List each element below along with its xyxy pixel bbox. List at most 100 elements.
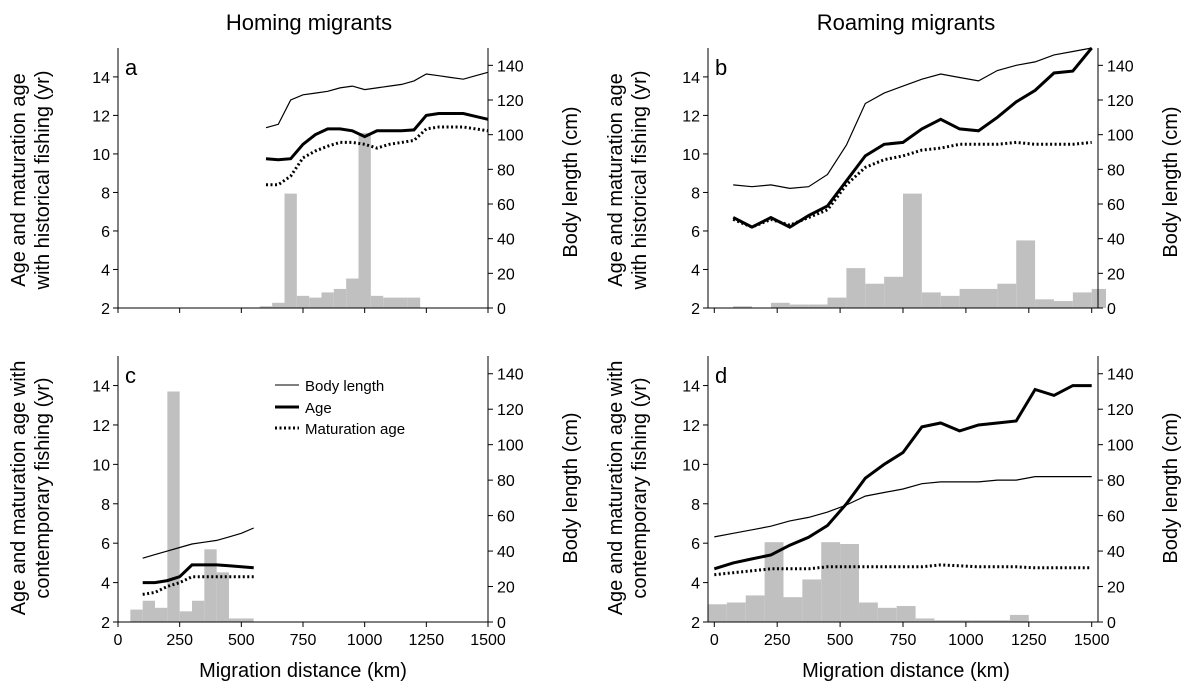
ytick-left-label-c: 2	[101, 615, 110, 632]
right-ylabel-d: Body length (cm)	[1160, 412, 1182, 563]
bar-c-9	[241, 618, 254, 622]
xlabel-right: Migration distance (km)	[802, 660, 1010, 682]
ytick-right-label-c: 60	[497, 509, 515, 526]
bar-d-1	[726, 602, 746, 622]
xtick-label-d: 500	[827, 632, 854, 649]
bar-b-13	[978, 288, 998, 308]
ytick-right-label-b: 100	[1107, 128, 1134, 145]
panel-label-a: a	[125, 55, 138, 80]
bar-b-8	[884, 276, 903, 308]
bar-b-2	[770, 302, 790, 308]
xlabel-left: Migration distance (km)	[199, 660, 407, 682]
bar-c-7	[216, 572, 229, 622]
bar-c-0	[130, 609, 143, 622]
line-age-a	[265, 112, 489, 162]
svg-text:Age and maturation age with: Age and maturation age with	[605, 361, 627, 616]
line-body-length-a	[265, 71, 489, 129]
bar-a-7	[346, 278, 359, 308]
line-maturation-age-d	[714, 563, 1092, 577]
bar-d-0	[708, 604, 727, 622]
bar-d-9	[877, 607, 897, 622]
bar-d-10	[896, 606, 916, 622]
line-age-d	[713, 384, 1092, 571]
ytick-right-label-c: 100	[497, 438, 524, 455]
ytick-right-label-c: 40	[497, 544, 515, 561]
ytick-right-label-b: 0	[1107, 301, 1116, 318]
legend: Body length Age Maturation age	[275, 378, 405, 438]
ytick-left-label-c: 10	[92, 457, 110, 474]
bar-b-15	[1016, 240, 1036, 308]
ytick-left-label-c: 14	[92, 379, 110, 396]
bar-a-3	[296, 295, 310, 308]
column-title-left: Homing migrants	[226, 10, 392, 35]
line-body-length-d	[714, 476, 1092, 538]
ytick-left-label-a: 6	[101, 224, 110, 241]
bar-b-19	[1091, 288, 1106, 308]
ytick-left-label-d: 6	[691, 536, 700, 553]
ytick-left-label-b: 10	[682, 147, 700, 164]
svg-text:contemporary fishing (yr): contemporary fishing (yr)	[32, 377, 54, 598]
line-age-c	[142, 563, 254, 585]
bar-d-14	[972, 620, 992, 622]
bar-b-7	[865, 283, 885, 308]
ytick-right-label-a: 100	[497, 128, 524, 145]
ytick-right-label-c: 120	[497, 402, 524, 419]
bar-d-2	[745, 595, 765, 622]
ytick-left-label-a: 4	[101, 262, 110, 279]
ytick-right-label-d: 20	[1107, 580, 1125, 597]
bar-b-6	[846, 268, 866, 308]
ytick-right-label-d: 140	[1107, 367, 1134, 384]
line-maturation-age-b	[732, 140, 1092, 229]
bar-d-6	[821, 542, 841, 622]
svg-text:Age and maturation age with: Age and maturation age with	[8, 361, 30, 616]
line-body-length-b	[733, 47, 1092, 190]
ytick-left-label-d: 4	[691, 576, 700, 593]
ytick-left-label-b: 2	[691, 301, 700, 318]
svg-text:Age and maturation age: Age and maturation age	[8, 73, 30, 287]
bar-b-5	[827, 297, 847, 308]
panel-label-b: b	[715, 55, 727, 80]
ytick-right-label-c: 80	[497, 473, 515, 490]
ytick-right-label-a: 80	[497, 162, 515, 179]
bar-d-15	[991, 620, 1010, 622]
xtick-label-c: 250	[166, 632, 193, 649]
ytick-left-label-d: 2	[691, 615, 700, 632]
bar-a-12	[407, 297, 421, 308]
bar-d-7	[840, 543, 859, 622]
bar-c-5	[192, 600, 205, 622]
column-title-right: Roaming migrants	[817, 10, 996, 35]
ytick-right-label-c: 20	[497, 580, 515, 597]
bar-b-18	[1072, 292, 1092, 308]
ytick-right-label-d: 0	[1107, 615, 1116, 632]
ytick-right-label-b: 140	[1107, 58, 1134, 75]
ytick-left-label-b: 14	[682, 70, 700, 87]
xtick-label-d: 1250	[1011, 632, 1047, 649]
svg-text:with historical fishing (yr): with historical fishing (yr)	[629, 71, 651, 291]
legend-age-label: Age	[305, 400, 332, 417]
ytick-right-label-c: 0	[497, 615, 506, 632]
legend-maturation-age-label: Maturation age	[305, 421, 405, 438]
ytick-left-label-d: 14	[682, 379, 700, 396]
row-ylabel-top: Age and maturation age with historical f…	[8, 71, 54, 291]
bar-d-5	[802, 579, 822, 622]
panel-label-d: d	[715, 363, 727, 388]
ytick-left-label-d: 10	[682, 457, 700, 474]
xtick-label-c: 750	[290, 632, 317, 649]
xtick-label-d: 1500	[1074, 632, 1110, 649]
bar-d-16	[1009, 614, 1029, 622]
bar-d-3	[764, 542, 784, 622]
xtick-label-d: 0	[710, 632, 719, 649]
ytick-right-label-d: 60	[1107, 509, 1125, 526]
bar-b-9	[903, 193, 922, 308]
panel-label-c: c	[125, 363, 136, 388]
bar-c-6	[204, 549, 217, 622]
ytick-right-label-d: 80	[1107, 473, 1125, 490]
svg-text:with historical fishing (yr): with historical fishing (yr)	[32, 71, 54, 291]
right-ylabel-b: Body length (cm)	[1160, 106, 1182, 257]
bar-d-11	[915, 618, 935, 622]
legend-body-length-label: Body length	[305, 378, 384, 395]
xtick-label-d: 750	[890, 632, 917, 649]
bar-b-11	[940, 295, 960, 308]
